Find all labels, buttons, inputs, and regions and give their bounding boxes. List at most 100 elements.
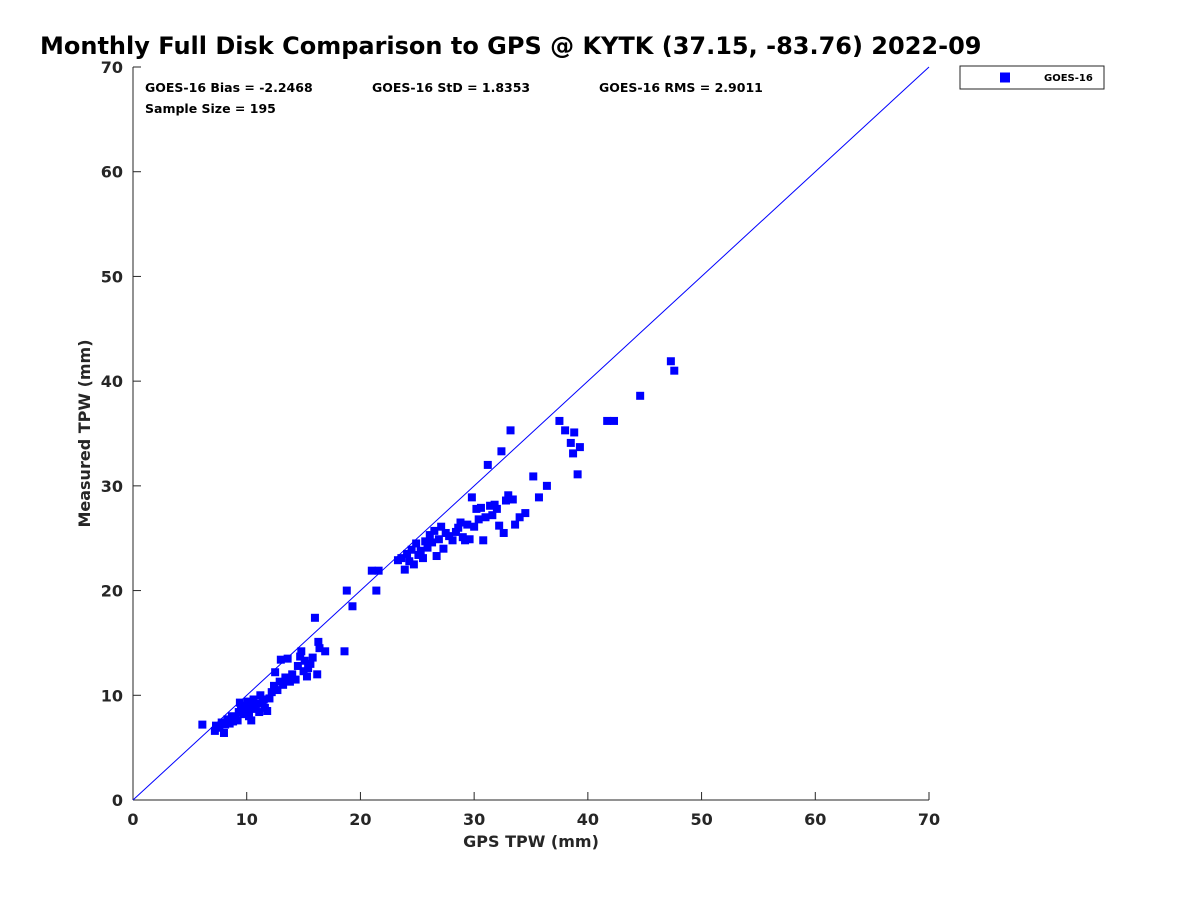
data-point (267, 688, 276, 697)
data-point (256, 691, 265, 700)
data-point (575, 443, 584, 452)
x-tick-label: 40 (577, 810, 599, 829)
data-point (198, 720, 207, 729)
data-point (302, 672, 311, 681)
data-point (263, 706, 272, 715)
data-point (670, 366, 679, 375)
data-point (293, 661, 302, 670)
data-point (451, 527, 460, 536)
data-point (497, 447, 506, 456)
x-tick-label: 10 (236, 810, 258, 829)
data-point (490, 500, 499, 509)
data-point (397, 554, 406, 563)
y-axis-ticks: 0 10 20 30 40 50 60 70 (101, 58, 141, 810)
data-point (254, 699, 263, 708)
data-point (403, 549, 412, 558)
data-point (234, 708, 243, 717)
data-point (495, 521, 504, 530)
data-point (432, 552, 441, 561)
data-point (430, 526, 439, 535)
legend-marker-goes-16 (1000, 72, 1010, 83)
data-point (529, 472, 538, 481)
data-point (561, 426, 570, 435)
data-points (198, 357, 679, 737)
data-point (372, 586, 381, 595)
data-point (308, 653, 317, 662)
data-point (506, 426, 515, 435)
data-point (271, 668, 280, 677)
y-tick-label: 40 (101, 372, 123, 391)
data-point (409, 560, 418, 569)
data-point (603, 416, 612, 425)
data-point (304, 664, 313, 673)
data-point (288, 670, 297, 679)
data-point (314, 637, 323, 646)
y-tick-label: 0 (112, 791, 123, 810)
data-point (367, 566, 376, 575)
data-point (445, 532, 454, 541)
data-point (569, 449, 578, 458)
data-point (416, 546, 425, 555)
data-point (265, 694, 274, 703)
y-tick-label: 10 (101, 686, 123, 705)
data-point (315, 644, 324, 653)
data-point (467, 493, 476, 502)
y-tick-label: 70 (101, 58, 123, 77)
data-point (340, 647, 349, 656)
data-point (348, 602, 357, 611)
x-tick-label: 50 (690, 810, 712, 829)
data-point (299, 667, 308, 676)
data-point (296, 652, 305, 661)
data-point (229, 717, 238, 726)
data-point (521, 509, 530, 518)
data-point (244, 712, 253, 721)
data-point (321, 647, 330, 656)
y-tick-label: 50 (101, 267, 123, 286)
rms-stat: GOES-16 RMS = 2.9011 (599, 80, 763, 95)
data-point (259, 695, 268, 704)
data-point (210, 726, 219, 735)
data-point (273, 686, 282, 695)
data-point (412, 539, 421, 548)
data-point (472, 504, 481, 513)
data-point (479, 536, 488, 545)
data-point (636, 391, 645, 400)
data-point (246, 700, 255, 709)
data-point (283, 654, 292, 663)
data-point (515, 513, 524, 522)
data-point (297, 647, 306, 656)
data-point (439, 544, 448, 553)
data-point (437, 522, 446, 531)
data-point (534, 493, 543, 502)
x-axis-label: GPS TPW (mm) (463, 832, 599, 851)
data-point (310, 613, 319, 622)
data-point (423, 543, 432, 552)
data-point (291, 675, 300, 684)
data-point (405, 557, 414, 566)
data-point (215, 723, 224, 732)
data-point (407, 545, 416, 554)
bias-stat: GOES-16 Bias = -2.2468 (145, 80, 313, 95)
data-point (508, 495, 517, 504)
data-point (235, 698, 244, 707)
data-point (504, 491, 513, 500)
data-point (610, 416, 619, 425)
data-point (470, 522, 479, 531)
data-point (281, 673, 290, 682)
data-point (448, 536, 457, 545)
data-point (400, 565, 409, 574)
data-point (414, 550, 423, 559)
data-point (425, 531, 434, 540)
data-point (476, 503, 485, 512)
data-point (542, 481, 551, 490)
data-point (666, 357, 675, 366)
legend-box (959, 65, 1105, 90)
x-tick-label: 0 (127, 810, 138, 829)
x-tick-label: 20 (349, 810, 371, 829)
data-point (219, 728, 228, 737)
data-point (511, 520, 520, 529)
data-point (313, 670, 322, 679)
data-point (555, 416, 564, 425)
one-to-one-reference-line (132, 66, 930, 801)
data-point (456, 518, 465, 527)
